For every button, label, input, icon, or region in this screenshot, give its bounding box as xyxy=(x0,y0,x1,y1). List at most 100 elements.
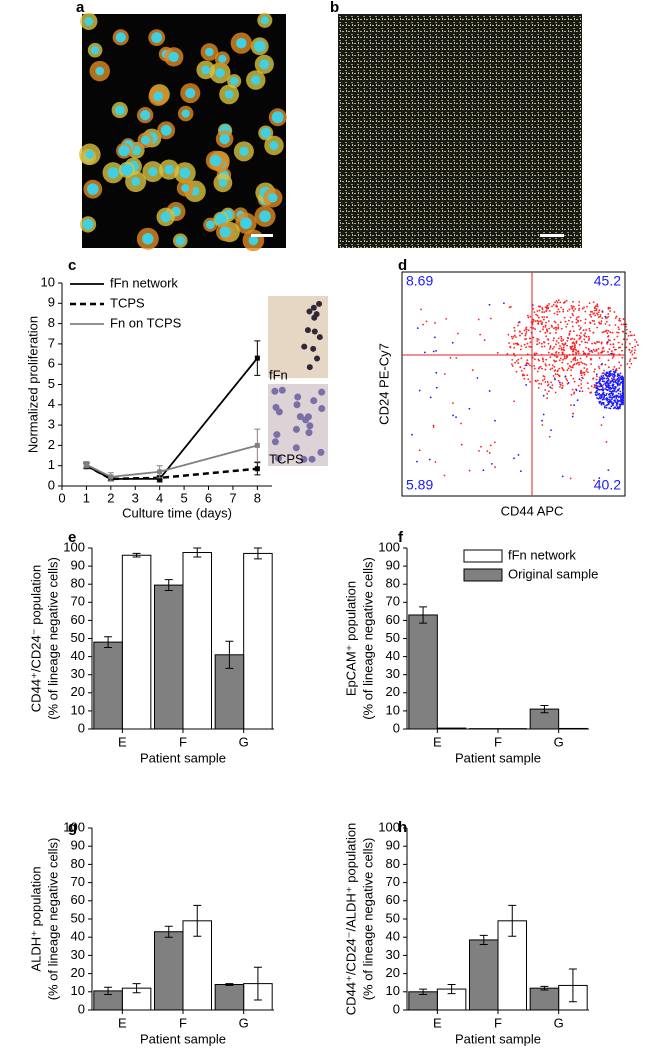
cytometry-dot xyxy=(572,341,575,344)
cytometry-dot xyxy=(629,351,632,354)
cytometry-dot xyxy=(490,462,493,465)
cytometry-dot xyxy=(587,387,590,390)
cytometry-dot xyxy=(522,373,524,376)
cell xyxy=(271,438,279,446)
y-tick-label: 20 xyxy=(71,684,85,699)
legend-label: Original sample xyxy=(508,566,598,581)
cell xyxy=(292,425,300,433)
y-tick-label: 3 xyxy=(48,417,55,432)
cytometry-dot xyxy=(537,305,540,308)
cytometry-dot xyxy=(544,381,547,383)
y-tick-label: 30 xyxy=(71,666,85,681)
panel-label: g xyxy=(68,819,77,836)
cytometry-dot xyxy=(582,377,584,380)
cytometry-dot xyxy=(525,328,528,331)
cytometry-dot xyxy=(536,319,539,322)
cytometry-dot xyxy=(538,309,541,312)
y-axis-title: (% of lineage negative cells) xyxy=(360,557,375,720)
cytometry-dot xyxy=(526,359,529,362)
cytometry-dot xyxy=(591,351,594,354)
cytometry-dot xyxy=(608,387,610,390)
cytometry-dot xyxy=(616,389,619,392)
cytometry-dot xyxy=(555,343,557,346)
cytometry-dot xyxy=(619,372,622,375)
y-tick-label: 70 xyxy=(386,874,400,889)
cytometry-dot xyxy=(580,379,583,382)
cytometry-dot xyxy=(599,315,602,318)
cytometry-dot xyxy=(602,377,605,380)
cytometry-dot xyxy=(620,397,622,399)
cytometry-dot xyxy=(595,386,598,389)
cytometry-dot xyxy=(610,350,613,353)
y-tick-label: 60 xyxy=(71,612,85,627)
panel-label: b xyxy=(330,0,339,16)
cell-nucleus xyxy=(248,235,259,246)
cytometry-dot xyxy=(560,339,563,342)
cell-nucleus xyxy=(268,193,278,203)
cytometry-dot xyxy=(616,335,619,338)
cytometry-dot xyxy=(577,320,579,323)
cytometry-dot xyxy=(617,341,620,344)
cytometry-dot xyxy=(606,389,609,392)
cytometry-dot xyxy=(514,342,517,345)
cytometry-dot xyxy=(614,317,617,319)
cell xyxy=(296,413,304,421)
point-marker xyxy=(254,442,260,448)
cytometry-dot xyxy=(527,316,530,319)
cytometry-dot xyxy=(541,316,544,318)
cytometry-dot xyxy=(629,358,632,361)
y-tick-label: 7 xyxy=(48,335,55,350)
y-tick-label: 10 xyxy=(71,983,85,998)
cytometry-dot xyxy=(602,416,605,419)
cytometry-dot xyxy=(443,373,446,375)
y-tick-label: 0 xyxy=(48,477,55,492)
cytometry-dot xyxy=(546,384,549,387)
cell-nucleus xyxy=(90,46,100,55)
cytometry-dot xyxy=(585,355,588,358)
cytometry-dot xyxy=(515,336,517,338)
cytometry-dot xyxy=(520,369,523,372)
y-tick-label: 0 xyxy=(393,720,400,735)
cytometry-dot xyxy=(452,414,454,417)
cell-nucleus xyxy=(236,37,247,49)
cytometry-dot xyxy=(534,320,537,323)
cytometry-dot xyxy=(570,366,572,368)
cytometry-dot xyxy=(592,348,595,351)
cytometry-dot xyxy=(510,335,513,338)
cytometry-dot xyxy=(622,338,625,341)
cytometry-dot xyxy=(593,320,596,322)
y-tick-label: 80 xyxy=(71,576,85,591)
cytometry-dot xyxy=(617,382,619,385)
cytometry-dot xyxy=(615,390,618,393)
cytometry-dot xyxy=(432,350,435,353)
cytometry-dot xyxy=(606,403,609,406)
cytometry-dot xyxy=(614,388,616,390)
cytometry-dot xyxy=(575,318,578,321)
cytometry-dot xyxy=(609,395,612,397)
cytometry-dot xyxy=(609,392,612,395)
cytometry-dot xyxy=(511,365,514,367)
cytometry-dot xyxy=(552,339,555,342)
y-axis-title: CD44⁺/CD24⁻/ALDH⁺ population xyxy=(343,823,358,1016)
cytometry-dot xyxy=(598,367,601,370)
cytometry-dot xyxy=(607,382,610,385)
cytometry-dot xyxy=(476,377,479,379)
cytometry-dot xyxy=(607,469,610,471)
cytometry-dot xyxy=(553,360,556,363)
cytometry-dot xyxy=(597,397,600,400)
cytometry-dot xyxy=(548,303,551,305)
x-tick-label: E xyxy=(433,1015,442,1030)
cytometry-dot xyxy=(523,374,526,377)
cytometry-dot xyxy=(610,405,613,408)
x-tick-label: F xyxy=(494,1015,502,1030)
cytometry-dot xyxy=(571,388,574,391)
error-bar xyxy=(164,579,173,592)
y-tick-label: 60 xyxy=(71,892,85,907)
cell xyxy=(302,416,310,424)
cytometry-dot xyxy=(602,391,605,394)
y-tick-label: 30 xyxy=(386,666,400,681)
point-marker xyxy=(83,462,89,468)
error-bar xyxy=(419,988,428,996)
cytometry-dot xyxy=(607,384,610,387)
cytometry-dot xyxy=(537,320,540,323)
